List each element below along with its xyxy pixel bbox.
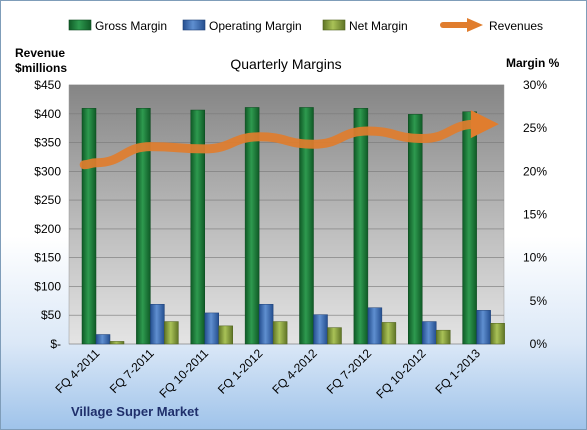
- net-margin-bar: [109, 341, 125, 345]
- operating-margin-bar: [95, 334, 111, 345]
- category-label: FQ 10-2011: [157, 346, 212, 401]
- operating-margin-bar: [422, 321, 437, 345]
- legend-label-revenues: Revenues: [489, 19, 543, 33]
- gross-margin-bar: [353, 108, 369, 345]
- legend-item-net-margin: Net Margin: [322, 19, 408, 33]
- legend-item-gross-margin: Gross Margin: [68, 19, 167, 33]
- chart-title: Quarterly Margins: [230, 56, 341, 72]
- category-label: FQ 1-2012: [215, 346, 266, 397]
- gross-margin-bar: [244, 107, 260, 345]
- net-margin-bar: [164, 321, 179, 345]
- net-margin-bar: [272, 321, 288, 345]
- net-margin-bar: [381, 322, 397, 345]
- left-axis-label-line2: $millions: [15, 61, 67, 75]
- net-margin-bar: [436, 329, 451, 345]
- operating-margin-bar: [367, 307, 383, 345]
- right-tick-label: 10%: [523, 251, 547, 265]
- net-margin-bar: [327, 327, 342, 345]
- gross-margin-bar: [408, 114, 423, 345]
- right-axis-label: Margin %: [506, 56, 560, 70]
- gross-margin-bar: [136, 108, 151, 345]
- left-tick-label: $50: [41, 308, 61, 322]
- category-label: FQ 4-2012: [269, 346, 320, 397]
- left-tick-label: $250: [34, 193, 61, 207]
- left-tick-label: $300: [34, 164, 61, 178]
- operating-margin-bar: [476, 310, 491, 345]
- revenue-arrowhead: [470, 110, 499, 139]
- left-tick-label: $350: [34, 136, 61, 150]
- legend-arrow-head-revenues: [467, 18, 483, 32]
- legend-label-net-margin: Net Margin: [349, 19, 408, 33]
- net-margin-bar: [490, 323, 505, 345]
- revenue-arrow: [79, 110, 499, 170]
- legend-swatch-gross-margin: [68, 19, 92, 31]
- left-axis-label-line1: Revenue: [15, 46, 65, 60]
- left-tick-label: $150: [34, 251, 61, 265]
- category-label: FQ 7-2011: [107, 346, 157, 396]
- legend-label-operating-margin: Operating Margin: [209, 19, 302, 33]
- legend-swatch-net-margin: [322, 19, 346, 31]
- category-label: FQ 1-2013: [432, 346, 483, 397]
- category-label: FQ 10-2012: [373, 346, 428, 401]
- right-tick-label: 5%: [530, 294, 548, 308]
- right-tick-label: 15%: [523, 208, 547, 222]
- gross-margin-bar: [81, 108, 97, 345]
- legend-label-gross-margin: Gross Margin: [95, 19, 167, 33]
- operating-margin-bar: [313, 314, 328, 345]
- legend-item-revenues: Revenues: [440, 18, 543, 33]
- legend: Gross Margin Operating Margin Net Margin…: [68, 18, 543, 33]
- net-margin-bar: [218, 325, 233, 345]
- category-label: FQ 7-2012: [324, 346, 375, 397]
- right-tick-label: 0%: [530, 337, 548, 351]
- right-axis-ticks: 0% 5% 10% 15% 20% 25% 30%: [523, 78, 547, 351]
- plot-area: [68, 84, 505, 345]
- gross-margin-bar: [462, 111, 477, 345]
- gross-margin-bar: [190, 109, 205, 345]
- operating-margin-bar: [204, 312, 219, 345]
- right-tick-label: 30%: [523, 78, 547, 92]
- operating-margin-bar: [258, 304, 274, 345]
- category-labels: FQ 4-2011 FQ 7-2011 FQ 10-2011 FQ 1-2012 FQ …: [52, 346, 483, 401]
- operating-margin-bar: [150, 304, 165, 345]
- left-axis-ticks: $- $50 $100 $150 $200 $250 $300 $350 $400 $450: [34, 78, 61, 351]
- left-tick-label: $400: [34, 107, 61, 121]
- category-label: FQ 4-2011: [52, 346, 102, 396]
- gross-margin-bar: [299, 107, 314, 345]
- revenue-line: [79, 119, 482, 170]
- right-tick-label: 25%: [523, 121, 547, 135]
- legend-item-operating-margin: Operating Margin: [182, 19, 302, 33]
- bars: [81, 107, 505, 345]
- left-tick-label: $200: [34, 222, 61, 236]
- company-label: Village Super Market: [71, 404, 199, 419]
- right-tick-label: 20%: [523, 164, 547, 178]
- left-tick-label: $100: [34, 279, 61, 293]
- legend-swatch-operating-margin: [182, 19, 206, 31]
- left-tick-label: $-: [50, 337, 61, 351]
- left-tick-label: $450: [34, 78, 61, 92]
